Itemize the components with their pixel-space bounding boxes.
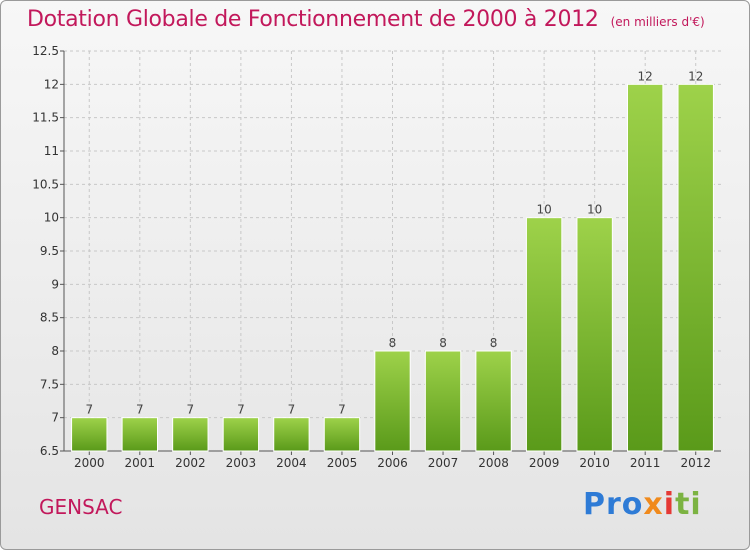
bar-2003 bbox=[222, 417, 260, 452]
data-label: 7 bbox=[237, 403, 245, 417]
data-label: 7 bbox=[338, 403, 346, 417]
x-tick-label: 2008 bbox=[478, 456, 509, 470]
x-tick-label: 2009 bbox=[529, 456, 560, 470]
chart-title: Dotation Globale de Fonctionnement de 20… bbox=[27, 7, 705, 32]
bar-2007 bbox=[424, 350, 462, 452]
y-tick-label: 11 bbox=[44, 144, 59, 158]
data-label: 8 bbox=[490, 336, 498, 350]
x-tick-label: 2001 bbox=[125, 456, 156, 470]
x-tick-label: 2007 bbox=[428, 456, 459, 470]
data-label: 10 bbox=[587, 203, 602, 217]
x-tick-label: 2000 bbox=[74, 456, 105, 470]
data-label: 7 bbox=[85, 403, 93, 417]
data-label: 12 bbox=[638, 69, 653, 83]
bar-layer bbox=[71, 83, 714, 452]
bar-2004 bbox=[273, 417, 310, 452]
x-tick-label: 2006 bbox=[377, 456, 408, 470]
y-tick-label: 8.5 bbox=[40, 311, 59, 325]
y-tick-label: 6.5 bbox=[40, 444, 59, 458]
y-tick-label: 7 bbox=[51, 411, 59, 425]
y-tick-label: 8 bbox=[51, 344, 59, 358]
bar-2009 bbox=[525, 217, 563, 452]
y-tick-label: 12.5 bbox=[32, 44, 59, 58]
bar-2012 bbox=[677, 83, 714, 452]
data-label: 7 bbox=[187, 403, 195, 417]
data-label: 7 bbox=[288, 403, 296, 417]
label-layer: 2000 7 2001 7 2002 7 2003 7 2004 7 2005 7 2006 8 2007 8… bbox=[74, 69, 711, 470]
bar-2002 bbox=[172, 417, 209, 452]
bar-2005 bbox=[323, 417, 361, 452]
logo-part-2: x bbox=[643, 487, 664, 522]
x-tick-label: 2005 bbox=[327, 456, 358, 470]
data-label: 7 bbox=[136, 403, 144, 417]
x-tick-label: 2003 bbox=[226, 456, 257, 470]
chart-subtitle: (en milliers d'€) bbox=[610, 15, 705, 29]
bar-2010 bbox=[576, 217, 613, 452]
bar-2001 bbox=[121, 417, 158, 452]
x-tick-label: 2011 bbox=[630, 456, 661, 470]
chart-title-text: Dotation Globale de Fonctionnement de 20… bbox=[27, 7, 599, 32]
bar-2000 bbox=[71, 417, 108, 452]
y-tick-label: 7.5 bbox=[40, 377, 59, 391]
logo-part-3: i bbox=[663, 487, 676, 522]
bar-2011 bbox=[627, 83, 664, 452]
y-tick-label: 9 bbox=[51, 277, 59, 291]
bar-2006 bbox=[374, 350, 411, 452]
logo-part-1: Pro bbox=[583, 487, 644, 522]
y-tick-label: 12 bbox=[44, 77, 59, 91]
y-tick-label: 11.5 bbox=[32, 111, 59, 125]
city-name: GENSAC bbox=[39, 495, 123, 519]
x-tick-label: 2004 bbox=[276, 456, 307, 470]
x-tick-label: 2002 bbox=[175, 456, 206, 470]
y-tick-label: 9.5 bbox=[40, 244, 59, 258]
proxiti-logo: Proxiti bbox=[583, 487, 702, 522]
data-label: 8 bbox=[439, 336, 447, 350]
data-label: 10 bbox=[536, 203, 551, 217]
bar-2008 bbox=[475, 350, 512, 452]
logo-part-4: ti bbox=[675, 487, 702, 522]
data-label: 8 bbox=[389, 336, 397, 350]
y-tick-label: 10 bbox=[44, 211, 59, 225]
data-label: 12 bbox=[688, 69, 703, 83]
y-tick-label: 10.5 bbox=[32, 177, 59, 191]
x-tick-label: 2012 bbox=[680, 456, 711, 470]
x-tick-label: 2010 bbox=[579, 456, 610, 470]
